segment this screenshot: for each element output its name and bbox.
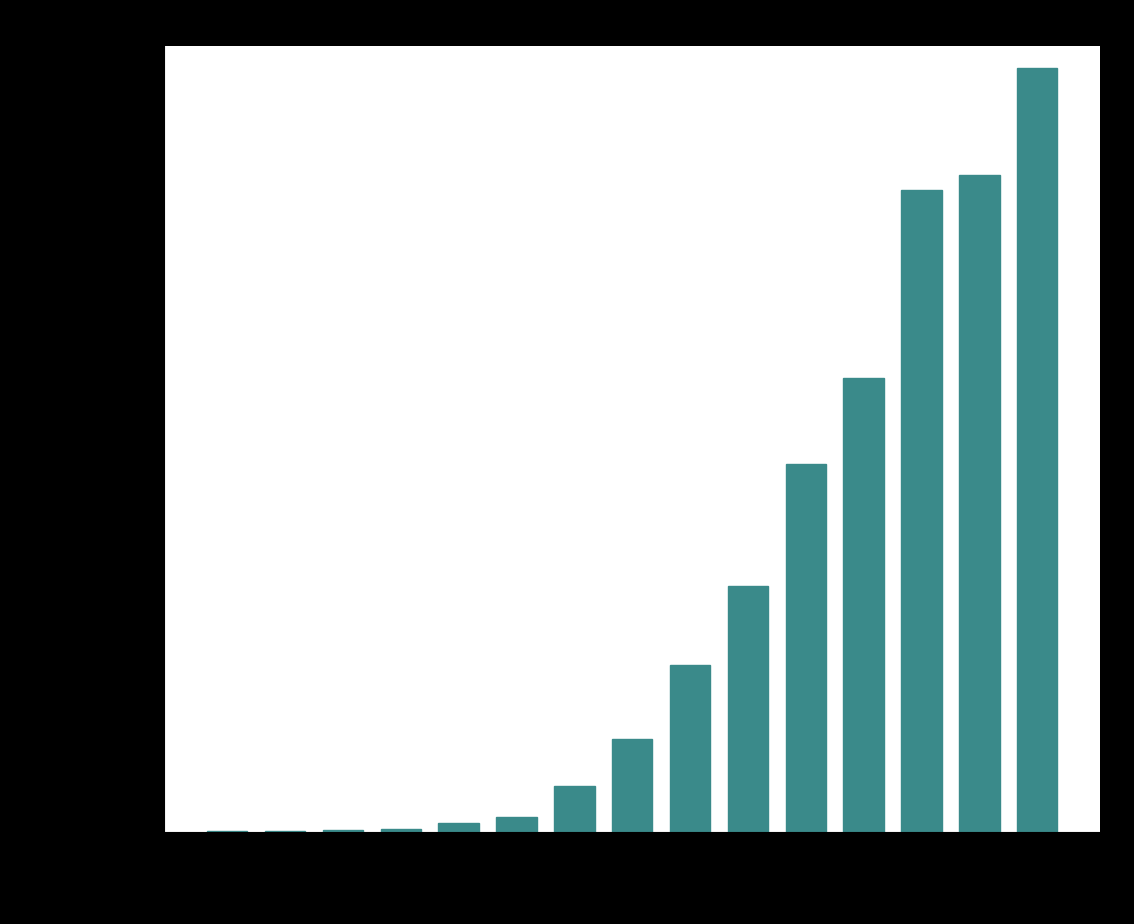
Bar (728, 586, 768, 832)
Bar (612, 739, 652, 832)
Bar (1017, 68, 1058, 832)
Bar (497, 818, 536, 832)
Bar (844, 378, 883, 832)
Bar (381, 829, 421, 832)
Bar (323, 830, 363, 832)
Bar (786, 464, 826, 832)
X-axis label: Year: Year (610, 871, 654, 889)
Bar (439, 823, 479, 832)
Bar (959, 175, 999, 832)
Y-axis label: Records: Records (57, 398, 75, 480)
Bar (265, 831, 305, 832)
Bar (902, 190, 941, 832)
Title: SRA Metagenomic Records by Year: SRA Metagenomic Records by Year (400, 10, 864, 34)
Bar (670, 664, 710, 832)
Bar (555, 785, 594, 832)
